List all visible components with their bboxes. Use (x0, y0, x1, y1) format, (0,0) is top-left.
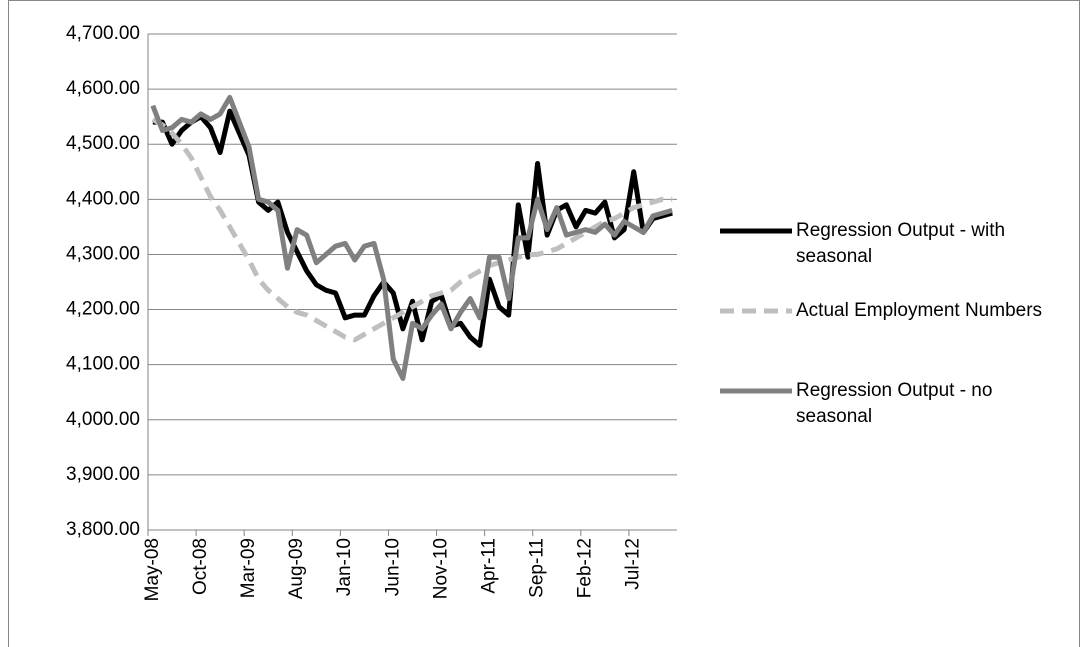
y-tick-label: 4,200.00 (66, 299, 140, 320)
x-tick-label: Sep-11 (527, 538, 548, 598)
series-line (151, 117, 673, 343)
y-tick-label: 4,500.00 (66, 133, 140, 154)
x-tick-label: Aug-09 (286, 538, 307, 599)
x-tick-label: Oct-08 (190, 538, 211, 595)
y-tick-label: 4,100.00 (66, 354, 140, 375)
x-tick-label: Mar-09 (238, 538, 259, 598)
y-tick-label: 4,000.00 (66, 409, 140, 430)
x-tick-label: Nov-10 (430, 538, 451, 599)
series-line (152, 108, 673, 348)
legend-label: Regression Output - with seasonal (796, 220, 1006, 267)
x-tick-label: Jun-10 (382, 538, 403, 596)
y-tick-label: 3,900.00 (66, 464, 140, 485)
legend-label: Regression Output - no seasonal (796, 380, 993, 427)
y-tick-label: 3,800.00 (66, 519, 140, 540)
x-tick-label: Jan-10 (334, 538, 355, 596)
y-tick-label: 4,400.00 (66, 188, 140, 209)
x-tick-label: May-08 (142, 538, 163, 601)
x-tick-label: Apr-11 (478, 538, 499, 594)
x-tick-label: Feb-12 (575, 538, 596, 598)
x-tick-label: Jul-12 (623, 538, 644, 590)
chart-border (8, 0, 1080, 647)
y-tick-label: 4,700.00 (66, 23, 140, 44)
y-tick-label: 4,300.00 (66, 243, 140, 264)
series-line (150, 94, 673, 381)
legend-label: Actual Employment Numbers (796, 300, 1043, 321)
y-tick-label: 4,600.00 (66, 78, 140, 99)
